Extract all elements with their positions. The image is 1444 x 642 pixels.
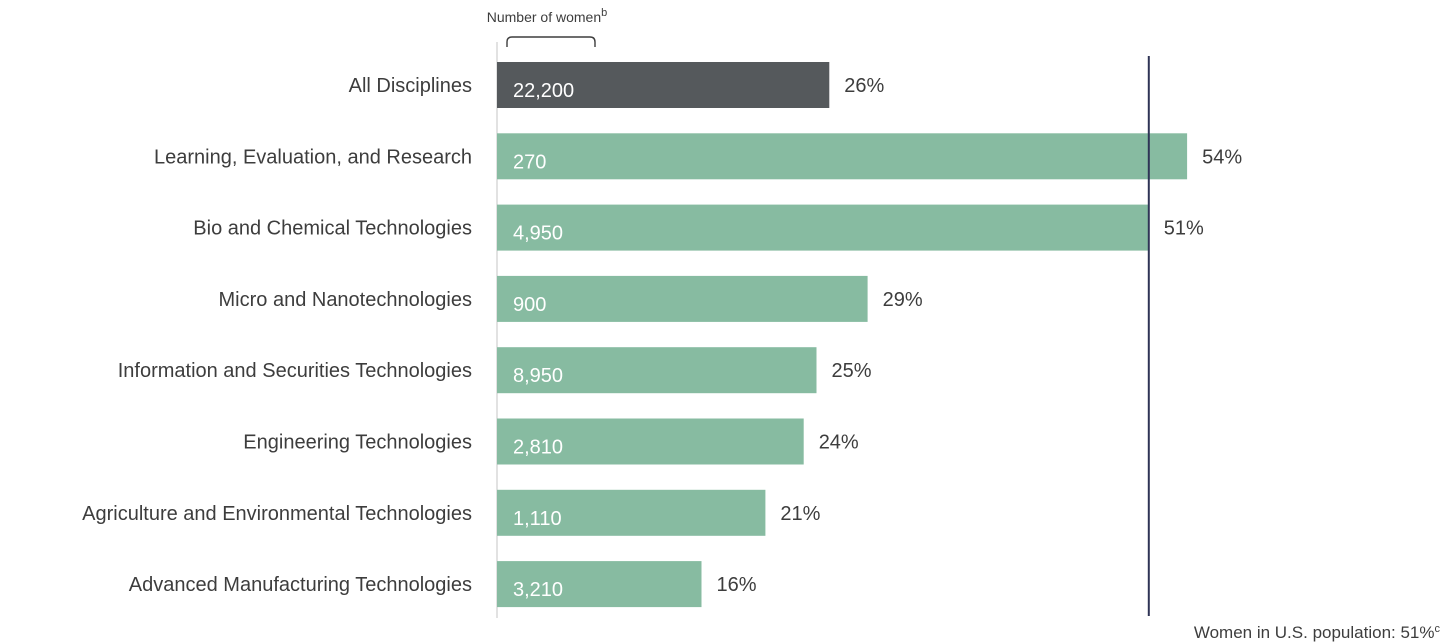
category-label-7: Advanced Manufacturing Technologies <box>129 574 472 596</box>
bar-3 <box>497 275 868 322</box>
value-label-2: 51% <box>1164 218 1204 240</box>
header-label-text: Number of women <box>487 9 601 25</box>
count-label-3: 900 <box>513 294 546 316</box>
count-label-1: 270 <box>513 151 546 173</box>
category-label-1: Learning, Evaluation, and Research <box>154 146 472 168</box>
header-brace <box>506 36 596 47</box>
count-label-5: 2,810 <box>513 437 563 459</box>
value-label-5: 24% <box>819 432 859 454</box>
value-label-1: 54% <box>1202 146 1242 168</box>
header-label: Number of womenb <box>487 7 608 25</box>
category-label-0: All Disciplines <box>349 75 472 97</box>
count-label-7: 3,210 <box>513 579 563 601</box>
count-label-4: 8,950 <box>513 365 563 387</box>
count-label-6: 1,110 <box>513 508 562 530</box>
category-label-4: Information and Securities Technologies <box>118 360 472 382</box>
value-label-6: 21% <box>780 503 820 525</box>
category-label-3: Micro and Nanotechnologies <box>219 289 473 311</box>
value-label-0: 26% <box>844 75 884 97</box>
count-label-0: 22,200 <box>513 80 574 102</box>
bar-6 <box>497 489 766 536</box>
reference-line-label-text: Women in U.S. population: 51% <box>1194 623 1435 642</box>
count-label-2: 4,950 <box>513 223 563 245</box>
reference-line-label: Women in U.S. population: 51%c <box>1194 623 1441 642</box>
value-label-4: 25% <box>832 360 872 382</box>
reference-line-label-sup: c <box>1435 623 1441 635</box>
bar-5 <box>497 418 804 465</box>
category-label-6: Agriculture and Environmental Technologi… <box>82 503 472 525</box>
category-label-5: Engineering Technologies <box>243 432 472 454</box>
bar-0 <box>497 62 830 108</box>
bar-2 <box>497 204 1149 251</box>
value-label-7: 16% <box>717 574 757 596</box>
bars: All Disciplines 22,200 26% Learning, Evalua… <box>82 62 1242 608</box>
bar-7 <box>497 561 702 608</box>
bar-1 <box>497 133 1188 180</box>
header-label-sup: b <box>601 7 607 19</box>
category-label-2: Bio and Chemical Technologies <box>193 218 472 240</box>
value-label-3: 29% <box>883 289 923 311</box>
bar-4 <box>497 347 817 394</box>
